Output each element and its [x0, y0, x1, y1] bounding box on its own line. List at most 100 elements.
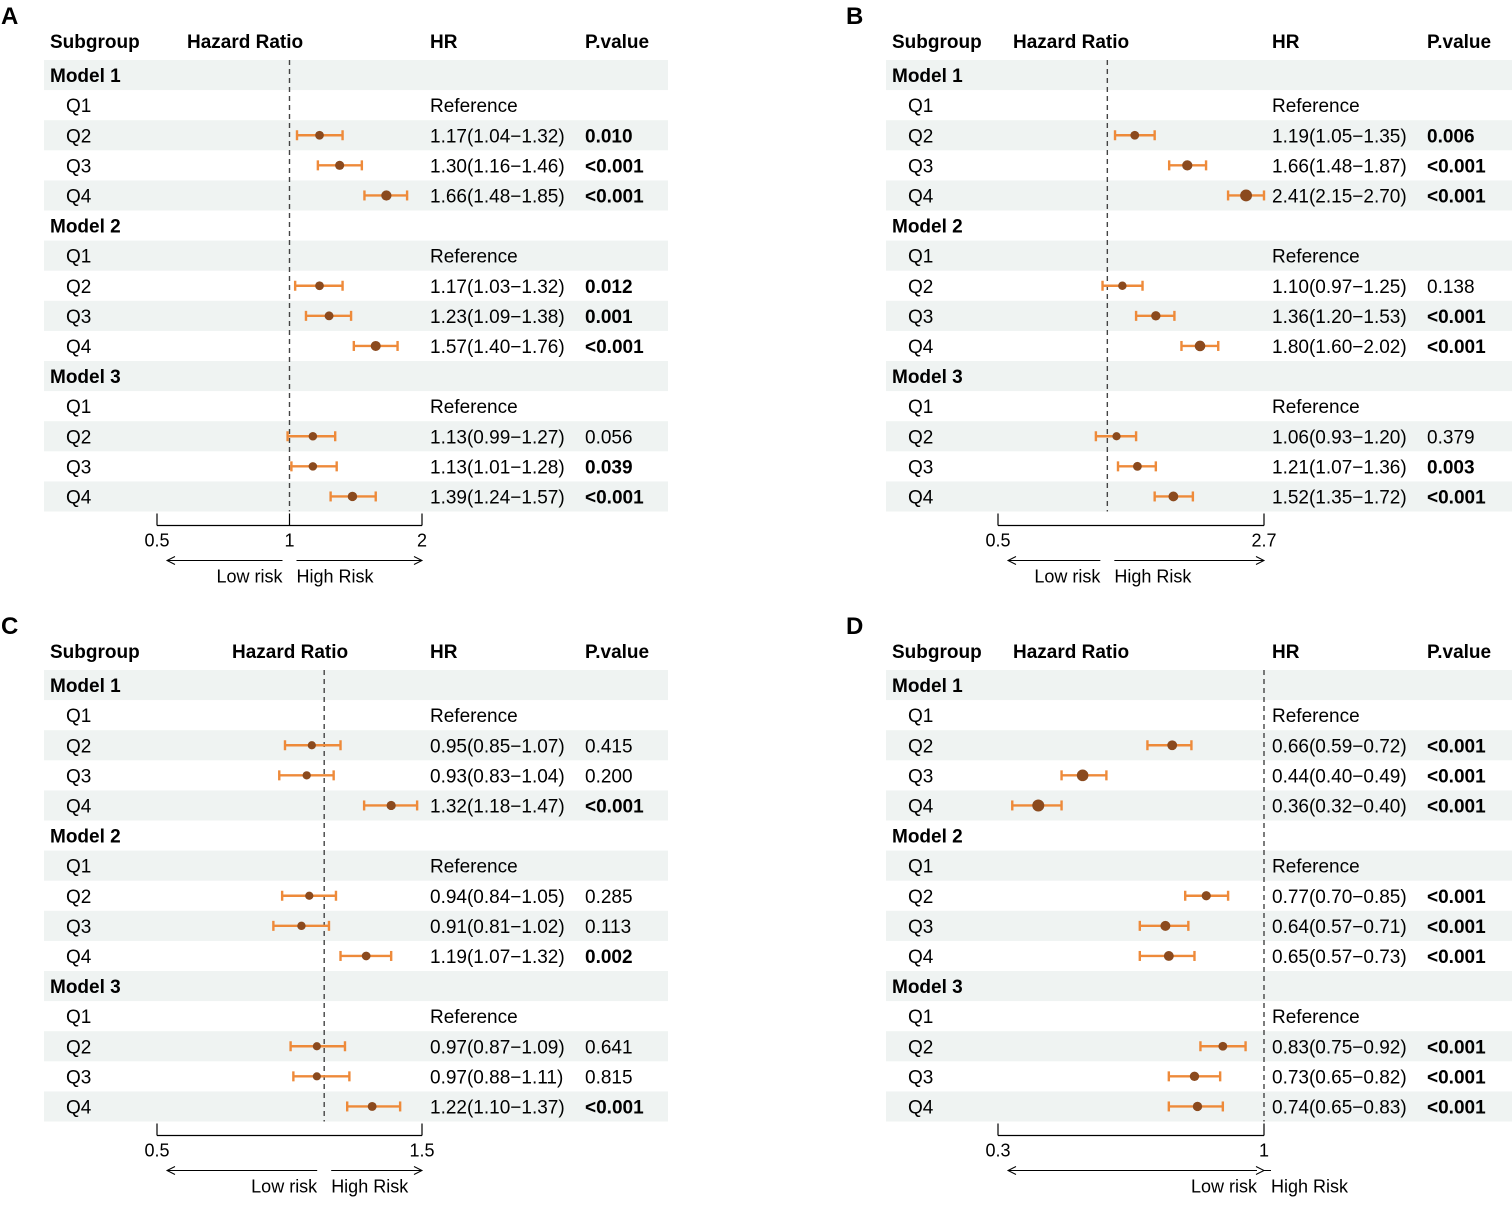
subgroup-label: Q4: [908, 796, 934, 817]
model-header: Model 1: [892, 676, 963, 697]
hr-point: [1240, 189, 1253, 202]
panel-label: B: [846, 3, 863, 30]
p-value: 0.006: [1427, 126, 1475, 147]
subgroup-label: Q2: [908, 427, 933, 448]
hr-value: 1.19(1.05−1.35): [1272, 126, 1407, 147]
hr-point: [1130, 130, 1140, 140]
hr-value: Reference: [1272, 1007, 1360, 1028]
row-stripe: [886, 790, 1512, 821]
forest-plot-a: A Subgroup Hazard Ratio HR P.value Model 1 Q1 R…: [1, 3, 668, 587]
x-tick-label: 1: [284, 531, 294, 551]
hr-value: 1.32(1.18−1.47): [430, 796, 565, 817]
model-header: Model 2: [50, 827, 121, 848]
row-stripe: [44, 1031, 668, 1062]
subgroup-label: Q2: [908, 277, 933, 298]
hr-value: 1.19(1.07−1.32): [430, 947, 565, 968]
hr-value: 1.52(1.35−1.72): [1272, 487, 1407, 508]
p-value: 0.056: [585, 427, 633, 448]
subgroup-label: Q3: [66, 156, 91, 177]
hr-point: [386, 800, 396, 811]
p-value: 0.285: [585, 887, 633, 908]
hr-point: [297, 921, 306, 931]
model-header: Model 3: [50, 367, 121, 388]
panel-label: D: [846, 613, 863, 640]
row-stripe: [44, 240, 668, 271]
subgroup-label: Q3: [908, 156, 933, 177]
p-value: <0.001: [585, 487, 644, 508]
high-risk-arrowhead: [413, 1166, 424, 1175]
subgroup-label: Q2: [66, 277, 91, 298]
hr-value: Reference: [430, 1007, 518, 1028]
subgroup-label: Q3: [908, 307, 933, 328]
x-tick-label: 0.5: [144, 1141, 169, 1161]
hr-value: 1.13(0.99−1.27): [430, 427, 565, 448]
hr-point: [305, 891, 314, 900]
p-value: <0.001: [1427, 796, 1486, 817]
hr-value: 1.66(1.48−1.85): [430, 186, 565, 207]
p-value: <0.001: [585, 1097, 644, 1118]
hr-value: Reference: [1272, 706, 1360, 727]
hr-value: 1.39(1.24−1.57): [430, 487, 565, 508]
hr-value: 1.22(1.10−1.37): [430, 1097, 565, 1118]
hr-value: 1.10(0.97−1.25): [1272, 277, 1407, 298]
header-hr: HR: [1272, 32, 1300, 53]
p-value: <0.001: [1427, 766, 1486, 787]
low-risk-label: Low risk: [251, 1177, 318, 1197]
p-value: <0.001: [1427, 337, 1486, 358]
row-stripe: [886, 971, 1512, 1002]
row-stripe: [44, 421, 668, 452]
low-risk-label: Low risk: [1191, 1177, 1258, 1197]
high-risk-label: High Risk: [331, 1177, 409, 1197]
subgroup-label: Q1: [908, 857, 933, 878]
x-tick-label: 2.7: [1251, 531, 1276, 551]
low-risk-label: Low risk: [216, 567, 283, 587]
header-hazard-ratio: Hazard Ratio: [1013, 642, 1129, 663]
subgroup-label: Q3: [66, 766, 91, 787]
subgroup-label: Q3: [908, 917, 933, 938]
row-stripe: [886, 421, 1512, 452]
p-value: 0.012: [585, 277, 633, 298]
subgroup-label: Q2: [66, 887, 91, 908]
hr-value: Reference: [430, 706, 518, 727]
hr-value: 1.17(1.04−1.32): [430, 126, 565, 147]
subgroup-label: Q1: [66, 706, 91, 727]
p-value: <0.001: [1427, 307, 1486, 328]
hr-value: Reference: [1272, 96, 1360, 117]
row-stripe: [44, 730, 668, 761]
row-stripe: [44, 850, 668, 881]
subgroup-label: Q2: [66, 736, 91, 757]
subgroup-label: Q2: [66, 126, 91, 147]
subgroup-label: Q4: [66, 947, 92, 968]
model-header: Model 2: [892, 827, 963, 848]
hr-value: 0.97(0.87−1.09): [430, 1037, 565, 1058]
hr-value: Reference: [1272, 247, 1360, 268]
hr-point: [381, 190, 392, 201]
hr-point: [1118, 281, 1127, 290]
header-hr: HR: [430, 642, 458, 663]
hr-point: [1194, 340, 1206, 352]
hr-value: 0.83(0.75−0.92): [1272, 1037, 1407, 1058]
hr-point: [1151, 311, 1161, 321]
p-value: 0.815: [585, 1067, 633, 1088]
subgroup-label: Q1: [66, 96, 91, 117]
x-tick-label: 0.3: [985, 1141, 1010, 1161]
row-stripe: [44, 790, 668, 821]
subgroup-label: Q2: [66, 427, 91, 448]
hr-point: [367, 1102, 377, 1111]
hr-point: [1182, 160, 1193, 171]
subgroup-label: Q1: [908, 247, 933, 268]
panel-b: B Subgroup Hazard Ratio HR P.value Model 1 Q1 R…: [756, 0, 1512, 610]
hr-point: [315, 130, 324, 140]
p-value: 0.001: [585, 307, 633, 328]
hr-point: [302, 771, 311, 780]
hr-point: [361, 951, 371, 961]
p-value: <0.001: [1427, 1067, 1486, 1088]
hr-value: 0.36(0.32−0.40): [1272, 796, 1407, 817]
high-risk-arrowhead: [1255, 1166, 1266, 1175]
header-hazard-ratio: Hazard Ratio: [187, 32, 303, 53]
hr-point: [308, 431, 318, 441]
subgroup-label: Q4: [66, 186, 92, 207]
p-value: <0.001: [1427, 487, 1486, 508]
header-hazard-ratio: Hazard Ratio: [232, 642, 348, 663]
hr-value: 1.30(1.16−1.46): [430, 156, 565, 177]
